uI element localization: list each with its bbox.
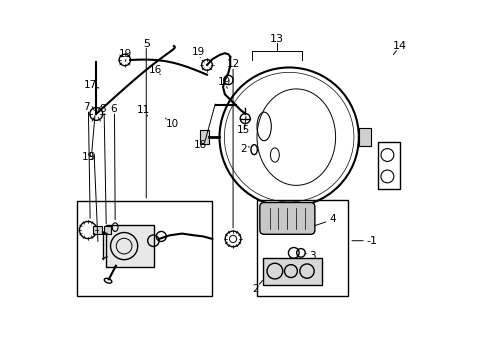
- Text: 3: 3: [308, 251, 315, 261]
- FancyBboxPatch shape: [259, 203, 314, 234]
- Text: 2: 2: [240, 144, 246, 154]
- Text: 17: 17: [83, 80, 97, 90]
- Text: 4: 4: [329, 214, 336, 224]
- Bar: [378, 143, 399, 189]
- Bar: [104, 226, 111, 234]
- Bar: [257, 200, 347, 296]
- FancyBboxPatch shape: [106, 225, 154, 267]
- Text: -1: -1: [366, 236, 377, 246]
- Text: 11: 11: [137, 105, 150, 115]
- Text: 14: 14: [392, 41, 406, 51]
- Text: 18: 18: [194, 140, 207, 150]
- Text: 2: 2: [252, 284, 259, 294]
- Text: 19: 19: [191, 48, 204, 58]
- Text: 8: 8: [99, 104, 105, 113]
- Text: 15: 15: [236, 125, 249, 135]
- Text: 10: 10: [165, 118, 178, 129]
- Text: 9: 9: [88, 152, 95, 162]
- Bar: [358, 128, 370, 146]
- Bar: [93, 226, 102, 234]
- Bar: [200, 130, 208, 144]
- Text: 19: 19: [217, 77, 230, 87]
- Text: 19: 19: [119, 49, 132, 59]
- Text: 5: 5: [142, 39, 149, 49]
- Text: 6: 6: [110, 104, 117, 114]
- Bar: [77, 202, 212, 296]
- FancyBboxPatch shape: [263, 257, 322, 285]
- Text: 16: 16: [148, 65, 162, 75]
- Text: 13: 13: [269, 34, 283, 44]
- Text: 12: 12: [226, 59, 239, 69]
- Text: 7: 7: [83, 102, 90, 112]
- Text: 19: 19: [82, 152, 95, 162]
